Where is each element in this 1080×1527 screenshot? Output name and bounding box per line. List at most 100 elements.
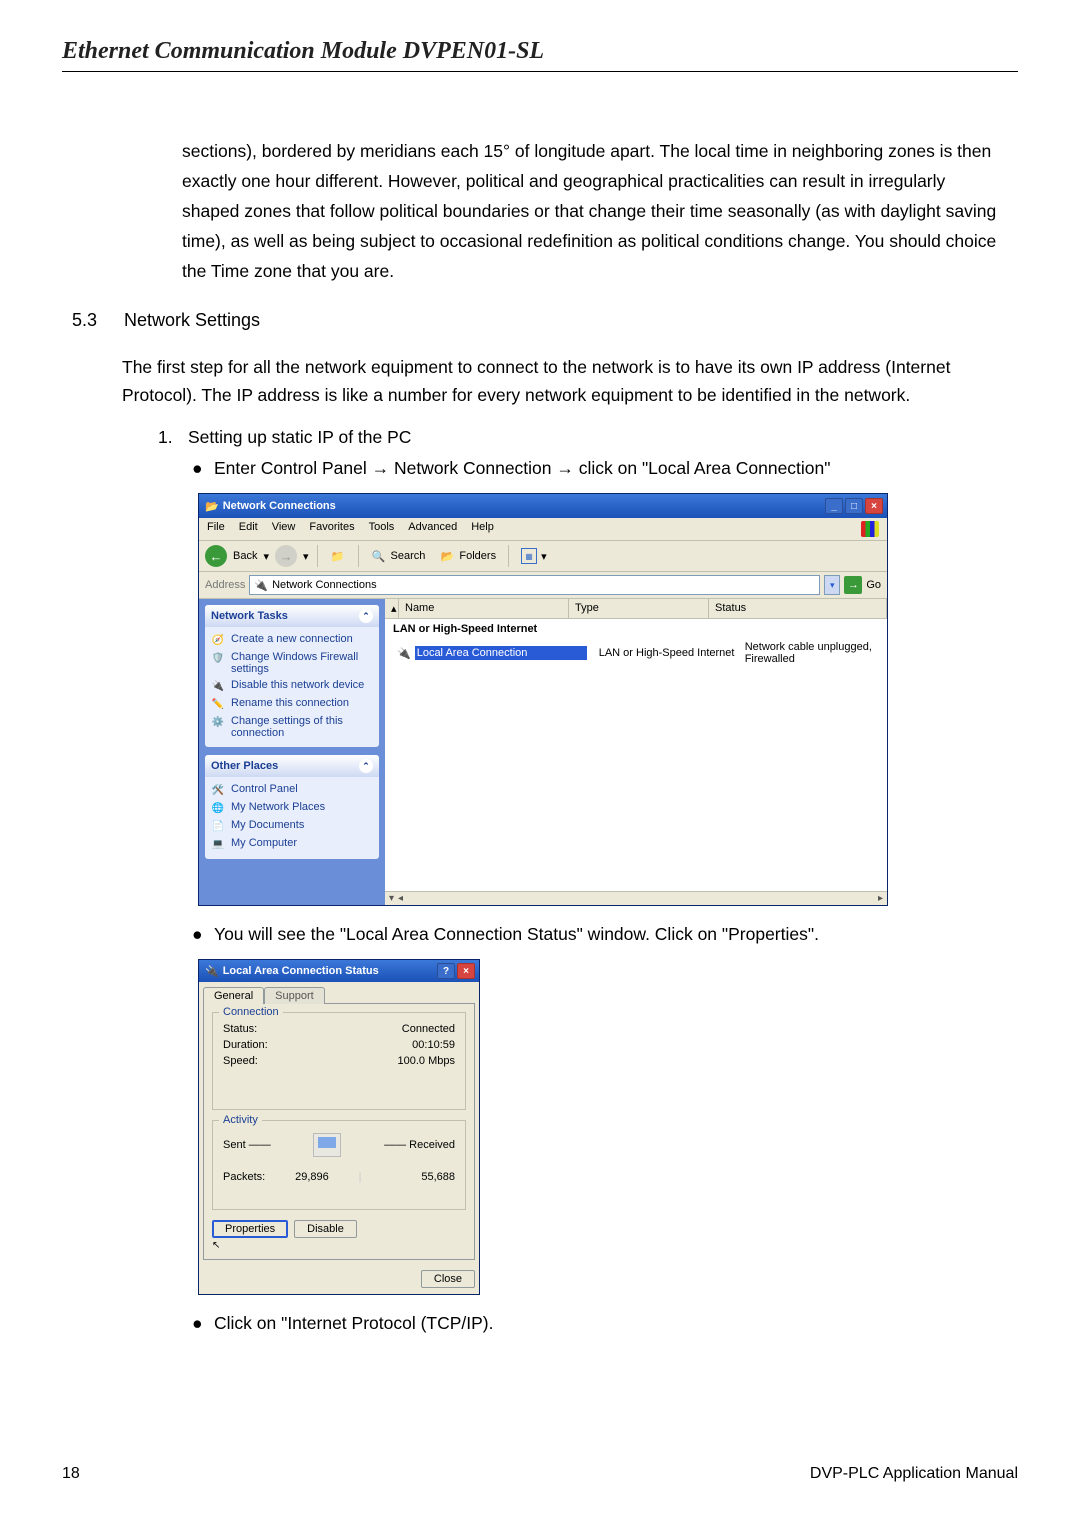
views-button[interactable]: ▦ ▾ bbox=[517, 546, 551, 566]
fieldset-title: Connection bbox=[219, 1006, 283, 1018]
step-text: Setting up static IP of the PC bbox=[188, 427, 411, 448]
page-footer: 18 DVP-PLC Application Manual bbox=[62, 1465, 1018, 1483]
disable-button[interactable]: Disable bbox=[294, 1220, 357, 1238]
search-button[interactable]: 🔍 Search bbox=[367, 546, 430, 566]
col-type[interactable]: Type bbox=[569, 599, 709, 618]
place-label: My Network Places bbox=[231, 801, 325, 815]
titlebar: 📂 Network Connections _ □ × bbox=[199, 494, 887, 518]
connection-status-window: 🔌 Local Area Connection Status ? × Gener… bbox=[198, 959, 480, 1295]
substep-text: You will see the "Local Area Connection … bbox=[214, 924, 819, 945]
task-rename[interactable]: ✏️Rename this connection bbox=[211, 695, 373, 713]
substep-1: ● Enter Control Panel → Network Connecti… bbox=[192, 458, 1018, 479]
other-places-panel: Other Places ⌃ 🛠️Control Panel 🌐My Netwo… bbox=[205, 755, 379, 859]
titlebar: 🔌 Local Area Connection Status ? × bbox=[199, 960, 479, 982]
close-button[interactable]: × bbox=[865, 498, 883, 514]
task-settings[interactable]: ⚙️Change settings of this connection bbox=[211, 713, 373, 741]
search-label: Search bbox=[391, 550, 426, 562]
up-button[interactable]: 📁 bbox=[326, 546, 350, 566]
menu-edit[interactable]: Edit bbox=[239, 521, 258, 537]
horizontal-scrollbar[interactable]: ▾ ◂ ▸ bbox=[385, 891, 887, 905]
properties-button[interactable]: Properties bbox=[212, 1220, 288, 1238]
col-status[interactable]: Status bbox=[709, 599, 887, 618]
scroll-right-icon: ▸ bbox=[874, 893, 887, 904]
scroll-up-icon[interactable]: ▴ bbox=[385, 599, 399, 618]
back-button[interactable]: ← bbox=[205, 545, 227, 567]
minimize-button[interactable]: _ bbox=[825, 498, 843, 514]
tab-general[interactable]: General bbox=[203, 987, 264, 1004]
page-number: 18 bbox=[62, 1465, 80, 1483]
substep-text: Click on "Internet Protocol (TCP/IP). bbox=[214, 1313, 494, 1334]
close-button[interactable]: × bbox=[457, 963, 475, 979]
network-tasks-panel: Network Tasks ⌃ 🧭 Create a new connection… bbox=[205, 605, 379, 747]
folders-button[interactable]: 📂 Folders bbox=[435, 546, 500, 566]
menu-favorites[interactable]: Favorites bbox=[309, 521, 354, 537]
section-intro: The first step for all the network equip… bbox=[122, 353, 998, 409]
received-label: —— Received bbox=[384, 1139, 455, 1151]
bullet-icon: ● bbox=[192, 1313, 214, 1334]
views-dropdown-icon: ▾ bbox=[541, 550, 547, 563]
address-field[interactable]: 🔌 Network Connections bbox=[249, 575, 820, 595]
section-number: 5.3 bbox=[62, 310, 124, 331]
panel-title: Other Places bbox=[211, 760, 278, 772]
sidebar: Network Tasks ⌃ 🧭 Create a new connection… bbox=[199, 599, 385, 905]
main-pane: ▴ Name Type Status LAN or High-Speed Int… bbox=[385, 599, 887, 905]
firewall-icon: 🛡️ bbox=[211, 651, 225, 665]
address-dropdown-icon[interactable]: ▾ bbox=[824, 575, 840, 595]
other-places-header[interactable]: Other Places ⌃ bbox=[205, 755, 379, 777]
task-firewall[interactable]: 🛡️ Change Windows Firewall settings bbox=[211, 649, 373, 677]
connection-icon: 🔌 bbox=[397, 647, 411, 660]
computer-icon bbox=[313, 1133, 341, 1157]
packets-sent: 29,896 bbox=[265, 1171, 358, 1183]
task-disable[interactable]: 🔌Disable this network device bbox=[211, 677, 373, 695]
group-header: LAN or High-Speed Internet bbox=[385, 619, 887, 639]
close-button[interactable]: Close bbox=[421, 1270, 475, 1288]
folder-up-icon: 📁 bbox=[330, 548, 346, 564]
task-label: Rename this connection bbox=[231, 697, 349, 711]
help-button[interactable]: ? bbox=[437, 963, 455, 979]
menu-help[interactable]: Help bbox=[471, 521, 494, 537]
scroll-down-icon: ▾ bbox=[385, 893, 398, 904]
tab-support[interactable]: Support bbox=[264, 987, 325, 1004]
col-name[interactable]: Name bbox=[399, 599, 569, 618]
toolbar-separator bbox=[317, 545, 318, 567]
task-label: Change Windows Firewall settings bbox=[231, 651, 373, 675]
substep-3: ● Click on "Internet Protocol (TCP/IP). bbox=[192, 1313, 1018, 1334]
back-dropdown-icon[interactable]: ▾ bbox=[263, 550, 269, 563]
go-label[interactable]: Go bbox=[866, 579, 881, 591]
connection-row[interactable]: 🔌 Local Area Connection LAN or High-Spee… bbox=[385, 639, 887, 667]
task-label: Change settings of this connection bbox=[231, 715, 373, 739]
maximize-button[interactable]: □ bbox=[845, 498, 863, 514]
menu-advanced[interactable]: Advanced bbox=[408, 521, 457, 537]
substep-2: ● You will see the "Local Area Connectio… bbox=[192, 924, 1018, 945]
place-documents[interactable]: 📄My Documents bbox=[211, 817, 373, 835]
menu-view[interactable]: View bbox=[272, 521, 296, 537]
window-title: Local Area Connection Status bbox=[223, 965, 379, 977]
network-icon: 🔌 bbox=[205, 965, 219, 978]
task-label: Create a new connection bbox=[231, 633, 353, 647]
forward-dropdown-icon[interactable]: ▾ bbox=[303, 550, 309, 563]
views-icon: ▦ bbox=[521, 548, 537, 564]
wizard-icon: 🧭 bbox=[211, 633, 225, 647]
place-control-panel[interactable]: 🛠️Control Panel bbox=[211, 781, 373, 799]
folders-label: Folders bbox=[459, 550, 496, 562]
duration-label: Duration: bbox=[223, 1039, 268, 1051]
section-heading: 5.3 Network Settings bbox=[62, 310, 1018, 331]
collapse-icon: ⌃ bbox=[359, 609, 373, 623]
network-tasks-header[interactable]: Network Tasks ⌃ bbox=[205, 605, 379, 627]
place-computer[interactable]: 💻My Computer bbox=[211, 835, 373, 853]
task-label: Disable this network device bbox=[231, 679, 364, 693]
menu-file[interactable]: File bbox=[207, 521, 225, 537]
windows-logo-icon bbox=[861, 521, 879, 537]
panel-title: Network Tasks bbox=[211, 610, 288, 622]
place-network[interactable]: 🌐My Network Places bbox=[211, 799, 373, 817]
folder-icon: 📂 bbox=[205, 500, 219, 513]
sent-label: Sent —— bbox=[223, 1139, 271, 1151]
address-bar: Address 🔌 Network Connections ▾ → Go bbox=[199, 572, 887, 599]
back-label[interactable]: Back bbox=[233, 550, 257, 562]
forward-button[interactable]: → bbox=[275, 545, 297, 567]
button-row: Properties Disable bbox=[212, 1220, 466, 1238]
address-value: Network Connections bbox=[272, 579, 377, 591]
menu-tools[interactable]: Tools bbox=[369, 521, 395, 537]
task-create-connection[interactable]: 🧭 Create a new connection bbox=[211, 631, 373, 649]
go-button[interactable]: → bbox=[844, 576, 862, 594]
